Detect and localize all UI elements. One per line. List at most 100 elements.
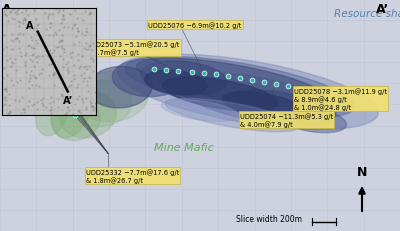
Point (16, 25, 22, 28)
Point (15, 33, 21, 37)
Point (88, 57, 94, 61)
Point (12, 69, 19, 72)
Point (87, 44, 94, 47)
Point (32, 18, 39, 21)
Point (35, 23, 41, 27)
Point (60, 66, 66, 70)
Point (77, 111, 84, 115)
Point (86, 65, 92, 69)
Point (86, 13, 92, 16)
Point (2, 103, 8, 106)
Point (48, 95, 54, 99)
Ellipse shape (60, 92, 116, 139)
Point (17, 32, 24, 36)
Point (83, 48, 90, 52)
Point (2, 88, 8, 92)
Point (65, 106, 72, 110)
Text: A: A (2, 3, 12, 16)
Text: UDD25076 −6.9m@10.2 g/t: UDD25076 −6.9m@10.2 g/t (148, 22, 241, 29)
Point (71, 103, 78, 107)
Point (92, 91, 98, 95)
Point (83, 105, 90, 109)
Point (47, 22, 53, 26)
Point (65, 85, 72, 88)
Point (10, 84, 16, 87)
Point (22, 9, 29, 12)
Point (28, 36, 34, 39)
Point (65, 26, 71, 30)
Point (29, 39, 36, 43)
Point (88, 101, 94, 105)
Point (58, 22, 64, 25)
Point (48, 63, 54, 67)
Point (2, 46, 9, 49)
Point (20, 18, 27, 21)
Point (46, 74, 52, 78)
Point (64, 106, 70, 109)
Ellipse shape (125, 57, 355, 119)
Point (29, 28, 36, 32)
Point (8, 79, 14, 82)
Point (90, 105, 96, 109)
Ellipse shape (36, 86, 68, 136)
Point (8, 11, 14, 14)
Point (65, 67, 71, 71)
Point (4, 74, 10, 77)
Point (55, 106, 62, 110)
Point (59, 95, 65, 98)
Point (56, 76, 62, 79)
Point (35, 72, 42, 76)
Point (30, 103, 37, 106)
Point (25, 105, 31, 109)
Point (60, 58, 66, 61)
Point (19, 95, 26, 99)
Point (21, 54, 28, 58)
Point (45, 15, 52, 18)
Point (21, 111, 28, 115)
Point (35, 55, 42, 58)
Point (63, 63, 70, 67)
Point (16, 40, 22, 43)
Ellipse shape (165, 99, 299, 132)
Point (50, 73, 56, 76)
Point (84, 80, 90, 83)
Point (23, 71, 30, 75)
Point (60, 15, 66, 19)
Point (54, 97, 61, 101)
Point (3, 87, 10, 91)
Point (27, 74, 34, 78)
Point (18, 112, 24, 116)
Point (73, 35, 79, 39)
Point (47, 101, 53, 105)
Point (46, 33, 52, 37)
Text: Resource shape: Resource shape (334, 9, 400, 19)
Point (31, 64, 37, 68)
Point (23, 52, 30, 55)
Point (28, 23, 34, 26)
Point (67, 80, 74, 83)
Ellipse shape (162, 78, 278, 112)
Ellipse shape (227, 91, 333, 127)
Point (39, 102, 46, 105)
Point (34, 42, 40, 46)
Point (16, 47, 22, 51)
Point (70, 112, 76, 116)
Point (52, 31, 58, 35)
Point (61, 48, 68, 52)
Text: A’: A’ (376, 3, 389, 16)
Point (33, 77, 39, 81)
Point (82, 34, 88, 38)
Point (83, 42, 89, 46)
Point (10, 48, 16, 52)
Ellipse shape (278, 107, 346, 133)
Point (8, 17, 15, 21)
Point (74, 82, 81, 86)
Point (14, 36, 20, 40)
Point (6, 93, 12, 97)
Point (33, 101, 40, 105)
Point (61, 18, 67, 21)
Point (43, 28, 50, 32)
Point (58, 34, 65, 38)
Point (0, 104, 6, 107)
Point (56, 9, 62, 12)
